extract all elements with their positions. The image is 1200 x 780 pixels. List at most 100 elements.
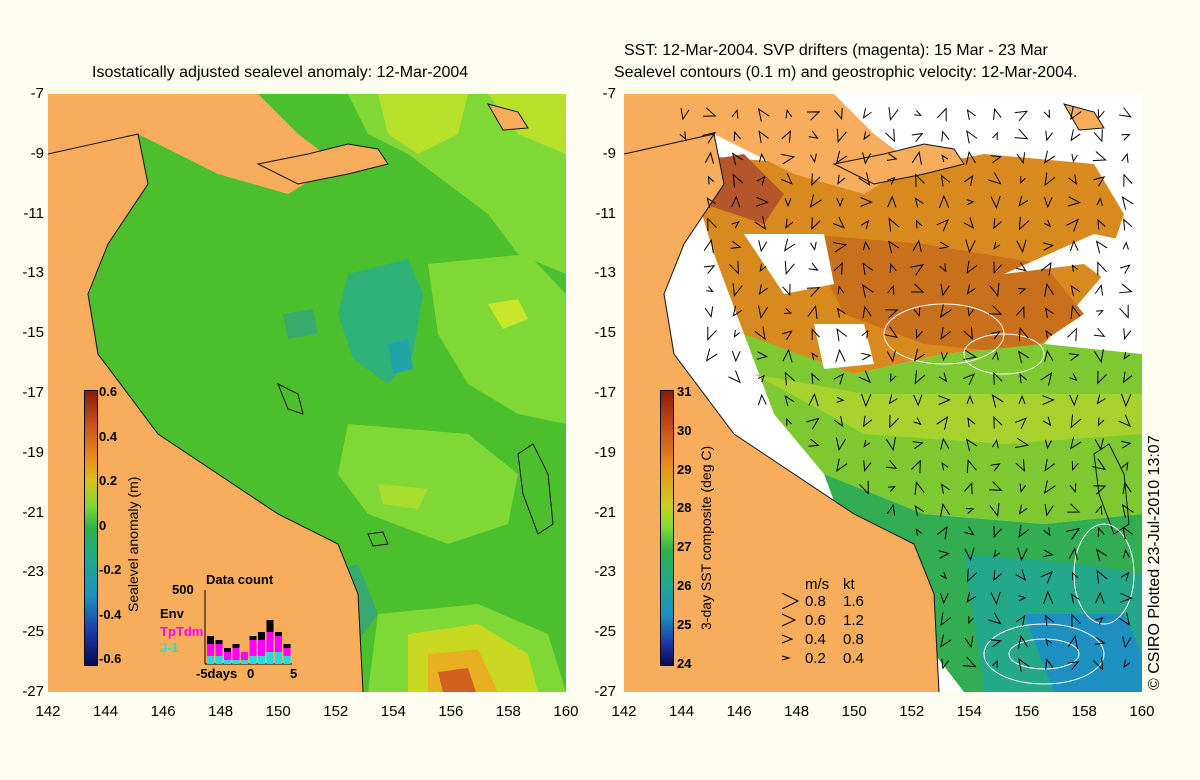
velocity-arrow (835, 437, 847, 452)
data-count-bar (207, 644, 214, 656)
velocity-arrow (758, 130, 769, 143)
velocity-arrow (860, 393, 872, 408)
velocity-arrow (836, 307, 846, 318)
velocity-arrow (757, 107, 770, 122)
lon-tick-label: 146 (726, 703, 752, 720)
velocity-arrow (1016, 614, 1026, 627)
velocity-arrow (1097, 261, 1107, 276)
lat-tick-label: -9 (602, 144, 616, 162)
velocity-arrow (989, 305, 1003, 315)
velocity-arrow (1067, 660, 1080, 671)
velocity-arrow (966, 394, 974, 404)
velocity-arrow (941, 658, 949, 670)
velocity-arrow (1121, 461, 1129, 471)
velocity-legend-ms: 0.2 (805, 650, 826, 667)
velocity-arrow (1067, 196, 1082, 207)
velocity-arrow (1014, 110, 1029, 122)
velocity-arrow (732, 283, 743, 297)
velocity-arrow (1096, 548, 1108, 562)
velocity-arrow (940, 327, 951, 340)
velocity-arrow (1122, 548, 1130, 559)
velocity-arrow (888, 106, 899, 122)
velocity-arrow (1069, 239, 1079, 252)
velocity-arrow (1043, 549, 1054, 558)
velocity-arrow (993, 218, 1002, 230)
velocity-arrow (963, 349, 978, 361)
sst-colorbar-tick: 25 (677, 616, 692, 632)
data-count-bar (224, 652, 231, 660)
lat-tick-label: -7 (602, 85, 616, 102)
velocity-arrow (887, 176, 896, 185)
velocity-arrow (758, 284, 768, 295)
sealevel-colorbar-tick: 0.6 (99, 384, 118, 399)
velocity-arrow (733, 330, 740, 338)
velocity-arrow (811, 352, 819, 361)
lat-tick-label: -15 (594, 324, 616, 342)
velocity-arrow (836, 458, 848, 472)
data-count-bar (275, 632, 282, 636)
velocity-arrow (1122, 371, 1133, 384)
velocity-arrow (1043, 219, 1051, 228)
velocity-arrow (704, 306, 714, 319)
data-count-bar (258, 656, 265, 664)
velocity-arrow (1092, 458, 1107, 471)
sst-colorbar-tick: 28 (677, 500, 692, 516)
velocity-arrow (784, 371, 796, 386)
velocity-arrow (913, 394, 923, 407)
velocity-arrow (837, 285, 845, 295)
velocity-arrow (885, 128, 895, 143)
right-map-title-line2: Sealevel contours (0.1 m) and geostrophi… (614, 64, 1078, 81)
velocity-arrow (887, 284, 895, 295)
velocity-arrow (1123, 328, 1132, 340)
velocity-arrow (993, 261, 1002, 275)
lat-tick-label: -21 (594, 503, 616, 521)
velocity-arrow (1096, 569, 1108, 584)
velocity-arrow (1070, 593, 1080, 604)
velocity-arrow (1044, 283, 1055, 297)
lat-tick-label: -17 (594, 384, 616, 401)
data-count-bar (241, 652, 248, 660)
lat-tick-label: -19 (22, 443, 44, 461)
velocity-arrow (1017, 350, 1030, 364)
velocity-arrow (1097, 526, 1105, 537)
velocity-arrow (966, 591, 977, 603)
velocity-arrow (811, 328, 820, 341)
velocity-arrow (732, 173, 744, 188)
velocity-arrow (1020, 176, 1026, 185)
sealevel-colorbar (84, 390, 98, 666)
velocity-arrow (836, 327, 848, 342)
velocity-arrow (754, 216, 767, 231)
velocity-arrow (862, 262, 873, 276)
velocity-arrow (888, 486, 896, 492)
velocity-arrow (731, 350, 741, 363)
velocity-arrow (915, 173, 925, 188)
velocity-unit-kt: kt (843, 576, 855, 593)
velocity-arrow (989, 481, 1003, 491)
sst-colorbar-tick: 27 (677, 539, 692, 555)
sealevel-anomaly-map (48, 94, 566, 692)
velocity-legend-arrow-icon (780, 592, 802, 613)
sst-colorbar-tick: 29 (677, 461, 692, 477)
velocity-arrow (992, 131, 998, 140)
velocity-arrow (913, 348, 926, 362)
velocity-arrow (911, 132, 924, 143)
velocity-arrow (990, 331, 1001, 340)
velocity-arrow (887, 195, 897, 208)
velocity-arrow (993, 570, 1002, 582)
velocity-arrow (1123, 659, 1131, 669)
velocity-arrow (1068, 174, 1077, 185)
velocity-arrow (1121, 196, 1134, 210)
velocity-arrow (1044, 349, 1054, 362)
velocity-arrow (990, 591, 1001, 606)
velocity-arrow (1044, 439, 1052, 450)
velocity-arrow (886, 153, 898, 161)
velocity-arrow (988, 612, 1002, 625)
velocity-arrow (731, 220, 740, 229)
velocity-arrow (1045, 638, 1053, 647)
velocity-arrow (1066, 218, 1079, 232)
data-count-bar (258, 632, 265, 640)
velocity-arrow (731, 152, 744, 166)
velocity-arrow (758, 152, 766, 163)
velocity-legend-arrow-icon (780, 650, 802, 670)
velocity-arrow (936, 415, 949, 430)
